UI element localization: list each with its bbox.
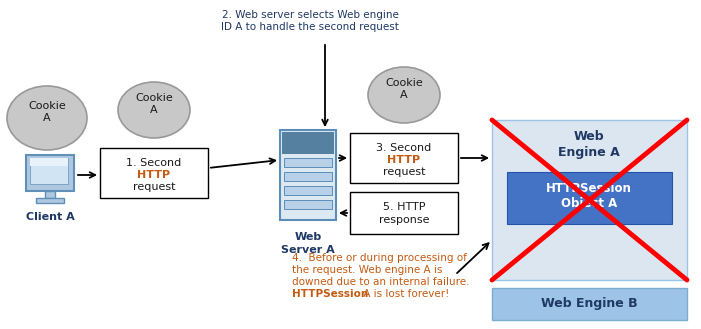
Text: 2. Web server selects Web engine: 2. Web server selects Web engine: [222, 10, 398, 20]
Text: request: request: [132, 182, 175, 192]
Text: request: request: [383, 167, 426, 177]
Ellipse shape: [368, 67, 440, 123]
Bar: [350, 133, 458, 183]
Bar: [284, 158, 332, 167]
Bar: [36, 198, 64, 203]
Text: HTTPSession: HTTPSession: [292, 289, 368, 299]
Text: Object A: Object A: [561, 197, 617, 210]
Text: Cookie
A: Cookie A: [385, 78, 423, 100]
Text: 5. HTTP: 5. HTTP: [383, 202, 426, 212]
Text: response: response: [379, 215, 429, 225]
Bar: [507, 172, 672, 224]
Bar: [45, 191, 55, 198]
Text: 1. Second: 1. Second: [126, 158, 182, 168]
Text: the request. Web engine A is: the request. Web engine A is: [292, 265, 442, 275]
Bar: [492, 120, 687, 280]
Bar: [284, 200, 332, 209]
Text: A is lost forever!: A is lost forever!: [360, 289, 449, 299]
Text: HTTPSession: HTTPSession: [546, 182, 632, 195]
Text: HTTP: HTTP: [388, 155, 421, 165]
Bar: [100, 148, 208, 198]
Text: Client A: Client A: [26, 212, 74, 222]
Text: 3. Second: 3. Second: [376, 143, 432, 153]
Bar: [282, 132, 334, 154]
Text: Web
Engine A: Web Engine A: [558, 130, 620, 159]
Text: Web
Server A: Web Server A: [281, 232, 335, 255]
Ellipse shape: [118, 82, 190, 138]
Text: 4.  Before or during processing of: 4. Before or during processing of: [292, 253, 467, 263]
Text: ID A to handle the second request: ID A to handle the second request: [221, 22, 399, 32]
Text: downed due to an internal failure.: downed due to an internal failure.: [292, 277, 470, 287]
Bar: [492, 288, 687, 320]
Bar: [284, 172, 332, 181]
Bar: [284, 186, 332, 195]
Text: Cookie
A: Cookie A: [135, 93, 173, 115]
Text: Cookie
A: Cookie A: [28, 101, 66, 123]
Bar: [350, 192, 458, 234]
Ellipse shape: [7, 86, 87, 150]
Bar: [30, 158, 68, 166]
Bar: [26, 155, 74, 191]
Text: HTTP: HTTP: [137, 170, 170, 180]
Bar: [30, 158, 68, 184]
Text: Web Engine B: Web Engine B: [540, 297, 637, 311]
Bar: [280, 130, 336, 220]
